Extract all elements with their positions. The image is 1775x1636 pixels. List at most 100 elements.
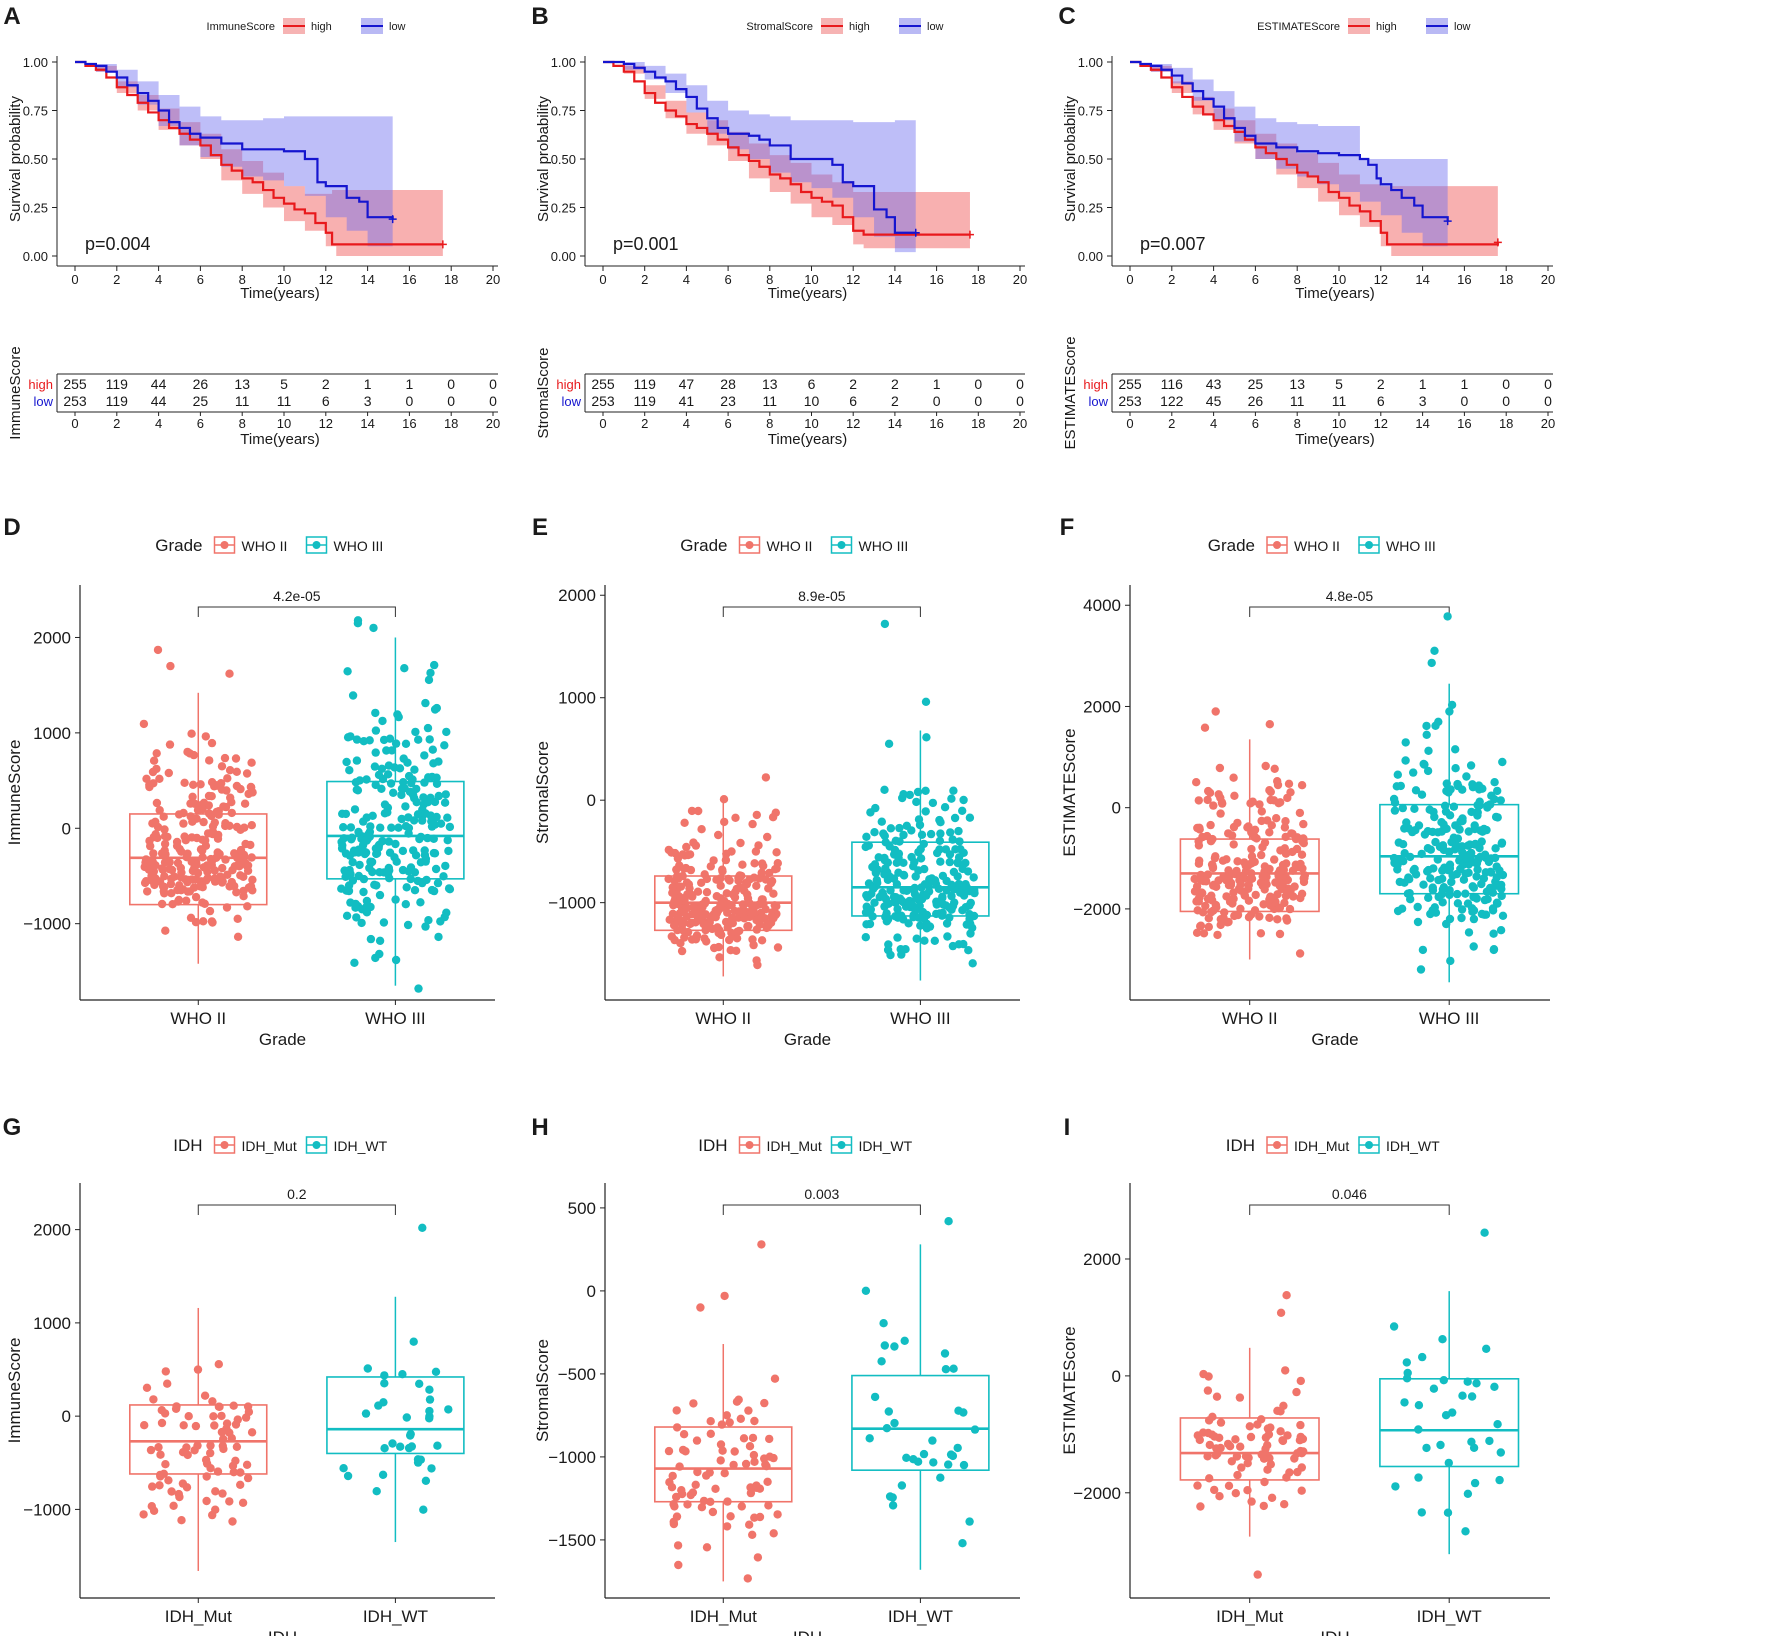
- data-point: [1195, 856, 1204, 865]
- risk-y-axis-title: ImmuneScore: [7, 346, 24, 439]
- x-axis-title: Time(years): [240, 285, 319, 302]
- data-point: [697, 878, 706, 887]
- data-point: [953, 1443, 962, 1453]
- legend-label-IDH_Mut: IDH_Mut: [242, 1138, 297, 1154]
- y-tick-label: 0: [62, 819, 71, 838]
- data-point: [1462, 853, 1471, 863]
- data-point: [891, 836, 900, 845]
- data-point: [928, 1436, 937, 1445]
- data-point: [1417, 790, 1427, 799]
- data-point: [1424, 893, 1433, 902]
- data-point: [1462, 772, 1471, 781]
- data-point: [763, 832, 772, 842]
- data-point: [363, 830, 373, 839]
- data-point: [939, 900, 948, 909]
- data-point: [1475, 797, 1484, 806]
- x-tick-label: 14: [1415, 272, 1429, 287]
- data-point: [1463, 841, 1473, 850]
- risk-count: 11: [277, 393, 292, 409]
- data-point: [870, 898, 879, 907]
- x-tick-label: 8: [1294, 272, 1301, 287]
- data-point: [1417, 849, 1426, 859]
- risk-count: 11: [763, 393, 778, 409]
- data-point: [159, 812, 168, 821]
- survival-curve-low: [1130, 60, 1449, 222]
- data-point: [734, 1395, 743, 1404]
- data-point: [246, 882, 256, 891]
- data-point: [1192, 778, 1201, 787]
- data-point: [368, 867, 377, 877]
- data-point: [207, 917, 217, 926]
- data-point: [1439, 825, 1449, 834]
- data-point: [722, 849, 731, 858]
- data-point: [151, 861, 160, 870]
- data-point: [372, 1487, 381, 1496]
- x-tick-label: 14: [360, 272, 374, 287]
- data-point: [893, 933, 902, 942]
- data-point: [236, 871, 245, 880]
- data-point: [378, 716, 387, 726]
- data-point: [689, 1399, 698, 1408]
- data-point: [1248, 797, 1258, 806]
- risk-count: 119: [106, 393, 129, 409]
- data-point: [1496, 926, 1506, 935]
- data-point: [714, 830, 723, 840]
- data-point: [359, 887, 368, 897]
- data-point: [718, 1446, 727, 1455]
- risk-count: 44: [151, 376, 167, 392]
- data-point: [735, 907, 744, 916]
- panel-letter: H: [531, 1114, 548, 1141]
- data-point: [1244, 881, 1253, 890]
- data-point: [1281, 817, 1290, 826]
- data-point: [396, 1442, 405, 1451]
- data-point: [1266, 1460, 1276, 1469]
- data-point: [1257, 807, 1267, 816]
- risk-count: 255: [1118, 376, 1142, 392]
- y-tick-label: −1000: [23, 1500, 71, 1519]
- legend-key-dot: [1273, 541, 1281, 549]
- data-point: [427, 1464, 436, 1473]
- significance-bracket: [722, 1204, 921, 1215]
- data-point: [1398, 840, 1408, 849]
- data-point: [1485, 800, 1494, 809]
- data-point: [426, 668, 435, 678]
- data-point: [921, 697, 931, 706]
- data-point: [907, 852, 916, 862]
- data-point: [153, 645, 163, 655]
- data-point: [723, 908, 732, 917]
- data-point: [692, 1436, 702, 1445]
- data-point: [667, 848, 676, 857]
- data-point: [964, 946, 973, 955]
- data-point: [425, 735, 434, 744]
- data-point: [1265, 786, 1274, 795]
- data-point: [1390, 806, 1400, 815]
- data-point: [745, 1442, 755, 1451]
- data-point: [765, 1452, 774, 1461]
- x-axis-title: Grade: [784, 1030, 831, 1049]
- panel-letter: I: [1064, 1114, 1071, 1141]
- data-point: [890, 1342, 899, 1351]
- data-point: [1464, 868, 1473, 877]
- data-point: [731, 813, 740, 822]
- data-point: [208, 829, 217, 839]
- data-point: [1275, 929, 1285, 939]
- data-point: [738, 860, 747, 869]
- data-point: [243, 1473, 253, 1483]
- data-point: [345, 851, 355, 860]
- censor-mark: [965, 230, 974, 239]
- data-point: [752, 810, 761, 820]
- data-point: [1430, 646, 1439, 655]
- risk-row-label-high: high: [1083, 377, 1108, 392]
- x-tick-label: 0: [71, 272, 78, 287]
- data-point: [1439, 1376, 1449, 1385]
- data-point: [214, 1360, 223, 1369]
- data-point: [879, 891, 888, 900]
- y-tick-label: 2000: [1083, 697, 1121, 716]
- data-point: [667, 932, 676, 941]
- data-point: [958, 806, 967, 815]
- data-point: [953, 872, 962, 881]
- data-point: [203, 873, 212, 883]
- risk-count: 253: [1118, 393, 1142, 409]
- data-point: [391, 739, 401, 748]
- data-point: [885, 842, 894, 851]
